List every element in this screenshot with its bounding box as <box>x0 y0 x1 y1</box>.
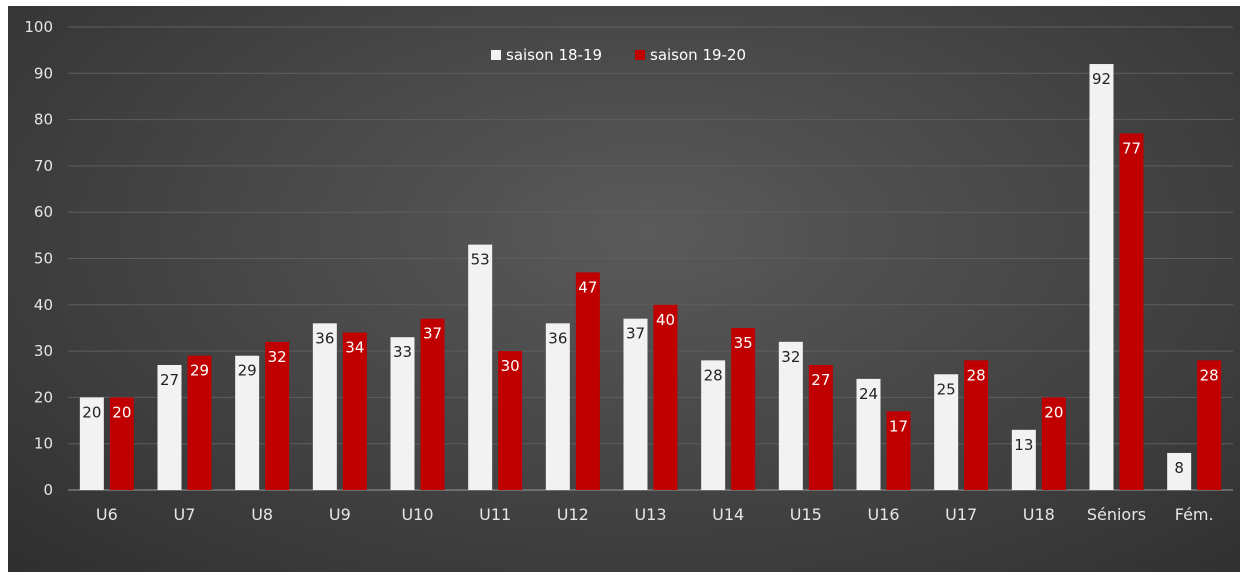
x-category-label: U13 <box>634 505 666 524</box>
bar-1-U10 <box>390 337 415 490</box>
y-tick-label: 100 <box>24 18 53 36</box>
data-label: 25 <box>937 380 956 398</box>
data-label: 13 <box>1014 436 1033 454</box>
x-category-label: U16 <box>867 505 899 524</box>
y-tick-label: 0 <box>43 481 53 499</box>
x-category-label: U8 <box>251 505 273 524</box>
data-label: 24 <box>859 385 878 403</box>
bar-2-Séniors <box>1119 133 1144 490</box>
legend-swatch-saison-18-19 <box>491 50 501 60</box>
data-label: 47 <box>578 278 597 296</box>
legend-swatch-saison-19-20 <box>635 50 645 60</box>
legend-label-saison-18-19: saison 18-19 <box>506 46 602 64</box>
data-labels: 20 20 27 29 29 32 36 34 33 37 53 30 36 47 37 40 28 35 32 27… <box>82 70 1218 477</box>
x-category-label: U18 <box>1023 505 1055 524</box>
data-label: 40 <box>656 311 675 329</box>
bar-1-Séniors <box>1089 64 1114 490</box>
bar-1-U7 <box>157 364 182 490</box>
x-category-label: U17 <box>945 505 977 524</box>
y-tick-label: 90 <box>34 64 53 82</box>
bar-2-U9 <box>342 332 367 490</box>
data-label: 30 <box>501 357 520 375</box>
x-category-label: U15 <box>790 505 822 524</box>
data-label: 20 <box>112 403 131 421</box>
y-axis-tick-labels: 0 10 20 30 40 50 60 70 80 90 100 <box>24 18 53 499</box>
x-category-label: U6 <box>96 505 118 524</box>
data-label: 36 <box>548 329 567 347</box>
bar-2-U17 <box>964 360 989 490</box>
data-label: 17 <box>889 417 908 435</box>
data-label: 53 <box>471 251 490 269</box>
bar-2-U14 <box>731 327 756 490</box>
bar-1-U6 <box>79 397 104 490</box>
x-category-label: U7 <box>174 505 196 524</box>
data-label: 28 <box>1200 366 1219 384</box>
x-category-label: U11 <box>479 505 511 524</box>
bar-1-U16 <box>856 378 881 490</box>
data-label: 20 <box>1044 403 1063 421</box>
y-tick-label: 50 <box>34 250 53 268</box>
gridlines <box>68 26 1233 491</box>
bar-2-U16 <box>886 411 911 490</box>
x-category-label: U14 <box>712 505 744 524</box>
data-label: 32 <box>781 348 800 366</box>
bar-1-U12 <box>545 323 570 490</box>
data-label: 37 <box>423 325 442 343</box>
bar-2-U12 <box>575 272 600 490</box>
data-label: 28 <box>704 366 723 384</box>
data-label: 20 <box>82 403 101 421</box>
bar-2-U11 <box>498 351 523 490</box>
legend: saison 18-19 saison 19-20 <box>491 46 746 64</box>
bar-2-U18 <box>1041 397 1066 490</box>
data-label: 77 <box>1122 139 1141 157</box>
data-label: 36 <box>315 329 334 347</box>
bar-2-Fém. <box>1197 360 1222 490</box>
bar-1-U15 <box>778 341 803 490</box>
data-label: 32 <box>268 348 287 366</box>
x-category-label: U9 <box>329 505 351 524</box>
data-label: 29 <box>190 362 209 380</box>
legend-label-saison-19-20: saison 19-20 <box>650 46 746 64</box>
y-tick-label: 20 <box>34 388 53 406</box>
x-category-label: Fém. <box>1175 505 1214 524</box>
bar-1-U13 <box>623 318 648 490</box>
data-label: 27 <box>160 371 179 389</box>
y-tick-label: 70 <box>34 157 53 175</box>
y-tick-label: 30 <box>34 342 53 360</box>
bar-1-U8 <box>235 355 260 490</box>
x-category-label: Séniors <box>1087 505 1146 524</box>
data-label: 27 <box>811 371 830 389</box>
y-tick-label: 60 <box>34 203 53 221</box>
bar-2-U13 <box>653 304 678 490</box>
bar-1-U9 <box>312 323 337 490</box>
bar-1-U17 <box>934 374 959 490</box>
bar-2-U7 <box>187 355 212 490</box>
data-label: 92 <box>1092 70 1111 88</box>
bar-chart: 0 10 20 30 40 50 60 70 80 90 100 20 20 27 29 29 32 36 34 3… <box>24 18 1233 524</box>
bar-2-U6 <box>109 397 134 490</box>
y-tick-label: 80 <box>34 111 53 129</box>
bar-1-Fém. <box>1167 452 1192 490</box>
data-label: 29 <box>238 362 257 380</box>
y-tick-label: 10 <box>34 435 53 453</box>
bar-2-U10 <box>420 318 445 490</box>
data-label: 35 <box>734 334 753 352</box>
chart-area: 0 10 20 30 40 50 60 70 80 90 100 20 20 27 29 29 32 36 34 3… <box>8 6 1240 572</box>
bars <box>79 64 1222 490</box>
data-label: 33 <box>393 343 412 361</box>
bar-2-U15 <box>808 364 833 490</box>
x-axis-category-labels: U6 U7 U8 U9 U10 U11 U12 U13 U14 U15 U16 U17 U18 Sénio… <box>96 505 1214 524</box>
data-label: 8 <box>1174 459 1184 477</box>
x-category-label: U12 <box>557 505 589 524</box>
data-label: 28 <box>967 366 986 384</box>
y-tick-label: 40 <box>34 296 53 314</box>
bar-1-U18 <box>1011 429 1036 490</box>
x-category-label: U10 <box>401 505 433 524</box>
bar-1-U14 <box>701 360 726 490</box>
data-label: 37 <box>626 325 645 343</box>
bar-1-U11 <box>468 244 493 490</box>
bar-2-U8 <box>265 341 290 490</box>
data-label: 34 <box>345 339 364 357</box>
